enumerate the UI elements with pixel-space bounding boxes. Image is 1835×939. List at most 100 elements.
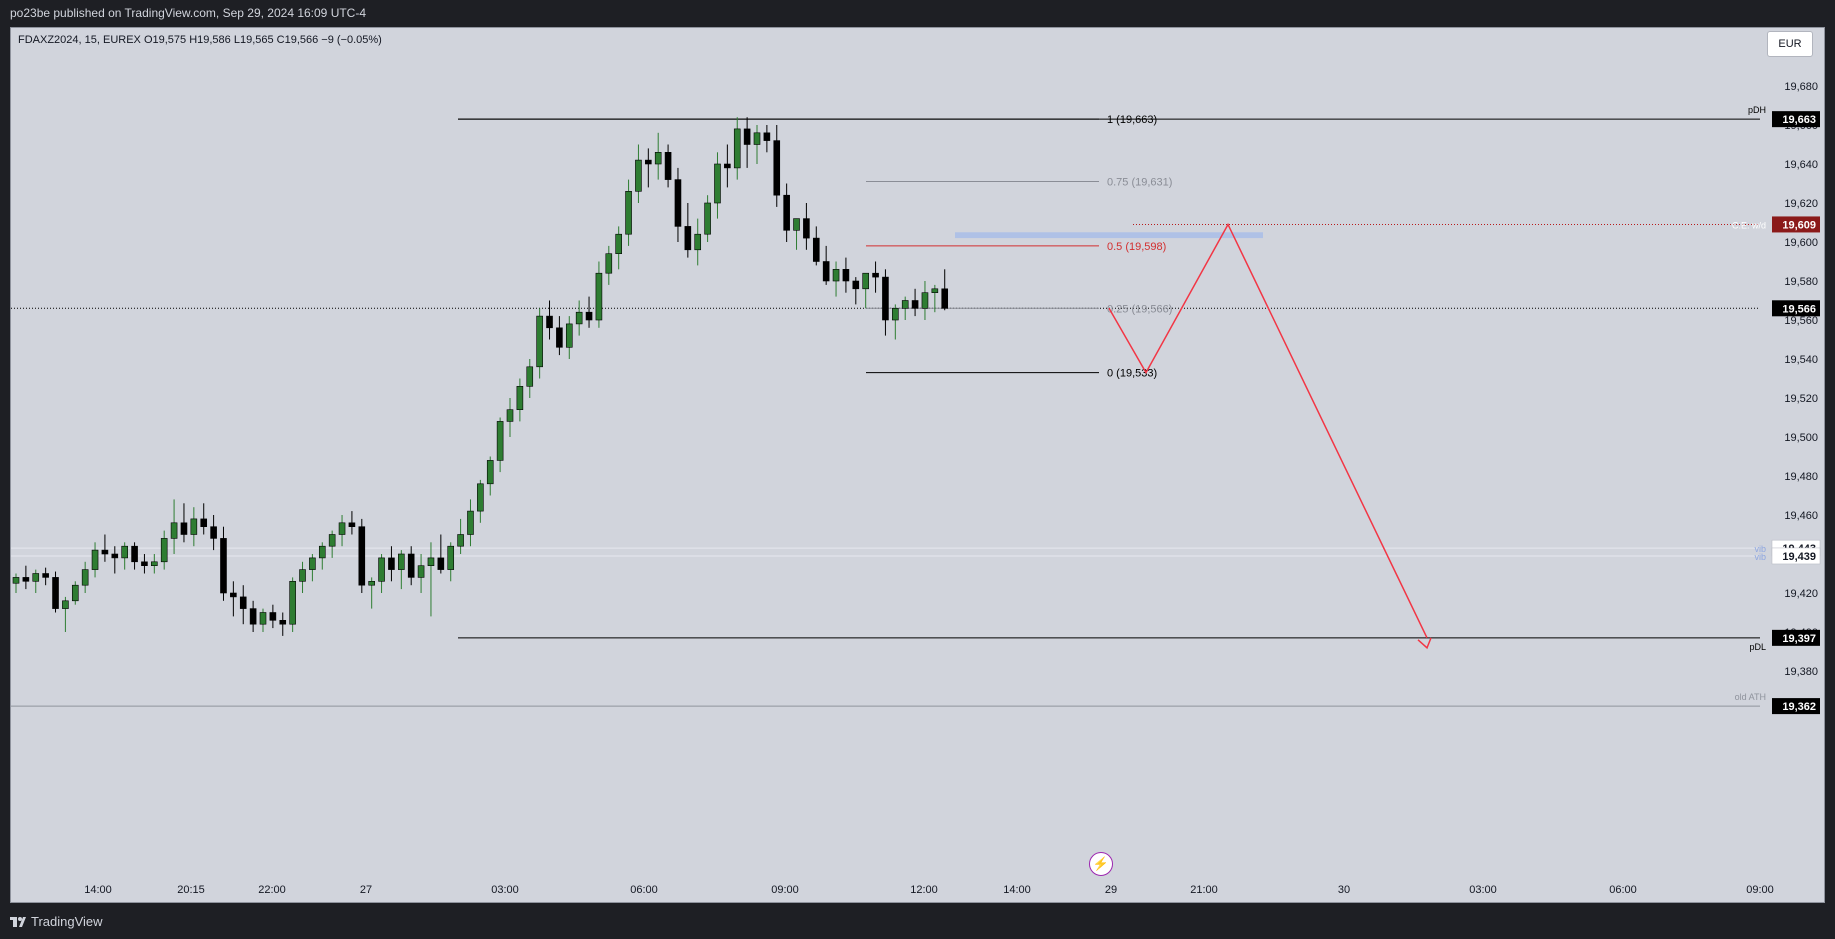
candle-body[interactable] xyxy=(289,580,296,625)
candle-body[interactable] xyxy=(259,612,267,625)
candle-body[interactable] xyxy=(565,323,573,348)
candle-body[interactable] xyxy=(437,557,445,570)
candle-body[interactable] xyxy=(635,159,642,192)
candle-body[interactable] xyxy=(101,549,109,555)
candle-body[interactable] xyxy=(200,518,208,528)
candle-body[interactable] xyxy=(536,315,543,368)
candle-body[interactable] xyxy=(753,132,761,145)
candle-body[interactable] xyxy=(674,179,682,227)
candle-body[interactable] xyxy=(941,288,949,309)
candle-body[interactable] xyxy=(131,545,138,563)
price-tag[interactable] xyxy=(1772,300,1820,317)
candle-body[interactable] xyxy=(872,272,879,278)
candle-body[interactable] xyxy=(773,140,781,196)
candle-body[interactable] xyxy=(931,288,939,293)
candle-body[interactable] xyxy=(625,191,632,235)
candle-body[interactable] xyxy=(190,518,198,535)
candle-body[interactable] xyxy=(516,385,524,410)
tradingview-logo[interactable]: TradingView xyxy=(10,914,103,929)
candle-body[interactable] xyxy=(743,128,751,145)
candle-body[interactable] xyxy=(81,569,89,586)
candle-body[interactable] xyxy=(892,307,899,321)
candle-body[interactable] xyxy=(605,253,613,274)
candle-body[interactable] xyxy=(526,366,534,387)
candle-body[interactable] xyxy=(32,573,40,582)
candle-body[interactable] xyxy=(299,569,306,582)
candle-body[interactable] xyxy=(477,483,484,512)
candle-body[interactable] xyxy=(822,261,830,282)
candle-body[interactable] xyxy=(427,557,435,567)
candle-body[interactable] xyxy=(556,327,563,348)
candle-body[interactable] xyxy=(160,538,168,563)
candle-body[interactable] xyxy=(279,619,287,625)
candle-body[interactable] xyxy=(368,580,375,586)
candle-body[interactable] xyxy=(91,549,99,570)
candle-body[interactable] xyxy=(882,276,889,321)
projection-path[interactable] xyxy=(1108,222,1428,639)
candle-body[interactable] xyxy=(733,128,741,169)
chart-pane[interactable] xyxy=(10,27,1825,903)
candle-body[interactable] xyxy=(210,526,217,539)
candle-body[interactable] xyxy=(151,561,158,566)
candle-body[interactable] xyxy=(180,522,188,535)
candle-body[interactable] xyxy=(447,545,455,570)
candle-body[interactable] xyxy=(803,218,810,239)
candle-body[interactable] xyxy=(269,612,277,621)
ce-zone[interactable] xyxy=(955,232,1263,239)
candle-body[interactable] xyxy=(328,534,336,547)
candle-body[interactable] xyxy=(654,152,662,165)
candle-body[interactable] xyxy=(52,577,59,609)
candle-body[interactable] xyxy=(793,218,800,231)
candle-body[interactable] xyxy=(595,272,603,321)
candle-body[interactable] xyxy=(506,409,514,422)
candle-body[interactable] xyxy=(309,557,316,570)
candle-body[interactable] xyxy=(812,237,820,262)
lightning-icon[interactable]: ⚡ xyxy=(1089,852,1113,876)
price-tag[interactable] xyxy=(1772,698,1820,715)
candle-body[interactable] xyxy=(585,311,593,321)
candle-body[interactable] xyxy=(22,577,30,582)
candle-body[interactable] xyxy=(467,510,474,535)
candle-body[interactable] xyxy=(575,311,583,325)
candle-body[interactable] xyxy=(496,421,504,461)
candle-body[interactable] xyxy=(249,608,257,625)
candle-body[interactable] xyxy=(417,565,425,578)
price-chart[interactable]: 19,68019,66019,64019,62019,60019,58019,5… xyxy=(0,0,1835,903)
candle-body[interactable] xyxy=(12,577,20,584)
candle-body[interactable] xyxy=(664,152,672,180)
candle-body[interactable] xyxy=(704,202,711,235)
candle-body[interactable] xyxy=(398,553,405,570)
currency-button[interactable]: EUR xyxy=(1767,31,1813,57)
candle-body[interactable] xyxy=(378,557,385,582)
price-tag[interactable] xyxy=(1772,629,1820,646)
candle-body[interactable] xyxy=(862,272,869,290)
candle-body[interactable] xyxy=(239,596,247,609)
candle-body[interactable] xyxy=(71,584,79,602)
candle-body[interactable] xyxy=(388,557,395,570)
candle-body[interactable] xyxy=(645,159,652,165)
candle-body[interactable] xyxy=(220,538,227,594)
candle-body[interactable] xyxy=(714,163,721,204)
candle-body[interactable] xyxy=(457,534,464,547)
candle-body[interactable] xyxy=(111,553,119,559)
candle-body[interactable] xyxy=(615,233,622,254)
candle-body[interactable] xyxy=(170,522,178,539)
candle-body[interactable] xyxy=(62,600,69,609)
candle-body[interactable] xyxy=(338,522,346,535)
candle-body[interactable] xyxy=(230,592,237,598)
candle-body[interactable] xyxy=(486,460,494,485)
candle-body[interactable] xyxy=(348,522,356,527)
price-tag[interactable] xyxy=(1772,111,1820,128)
candle-body[interactable] xyxy=(684,226,692,251)
candle-body[interactable] xyxy=(407,553,415,578)
candle-body[interactable] xyxy=(724,163,731,169)
candle-body[interactable] xyxy=(694,233,702,251)
candle-body[interactable] xyxy=(318,545,326,559)
candle-body[interactable] xyxy=(121,545,128,559)
candle-body[interactable] xyxy=(546,315,553,329)
candle-body[interactable] xyxy=(921,292,929,309)
candle-body[interactable] xyxy=(911,300,919,309)
candle-body[interactable] xyxy=(141,561,148,566)
candle-body[interactable] xyxy=(852,280,860,290)
candle-body[interactable] xyxy=(842,268,850,282)
